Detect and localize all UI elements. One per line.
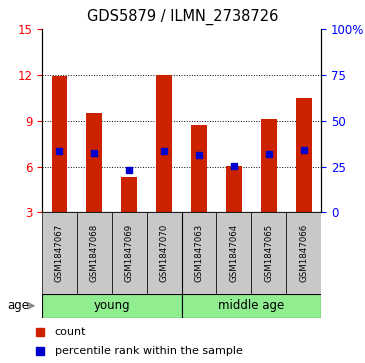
Text: GSM1847069: GSM1847069 (125, 224, 134, 282)
Bar (216, 212, 251, 294)
Text: count: count (55, 327, 86, 337)
Text: GSM1847066: GSM1847066 (299, 224, 308, 282)
Text: GSM1847065: GSM1847065 (264, 224, 273, 282)
Bar (77, 212, 112, 294)
Text: middle age: middle age (218, 299, 285, 312)
Text: GSM1847067: GSM1847067 (55, 224, 64, 282)
Bar (147, 212, 181, 294)
Text: age: age (7, 299, 29, 312)
Bar (251, 212, 286, 294)
Text: GSM1847063: GSM1847063 (195, 224, 204, 282)
Bar (51, 76, 67, 212)
Bar (87, 113, 102, 212)
Text: GSM1847068: GSM1847068 (90, 224, 99, 282)
Text: percentile rank within the sample: percentile rank within the sample (55, 346, 243, 356)
Bar (226, 166, 242, 212)
Bar (261, 119, 277, 212)
Bar (286, 212, 321, 294)
Bar (42, 212, 77, 294)
Bar (296, 98, 312, 212)
Text: GDS5879 / ILMN_2738726: GDS5879 / ILMN_2738726 (87, 9, 278, 25)
Text: young: young (93, 299, 130, 312)
Bar (112, 212, 147, 294)
Text: GSM1847070: GSM1847070 (160, 224, 169, 282)
Bar (156, 75, 172, 212)
Bar (42, 294, 181, 318)
Bar (191, 125, 207, 212)
Bar (181, 294, 321, 318)
Text: GSM1847064: GSM1847064 (230, 224, 238, 282)
Bar (181, 212, 216, 294)
Bar (122, 177, 137, 212)
